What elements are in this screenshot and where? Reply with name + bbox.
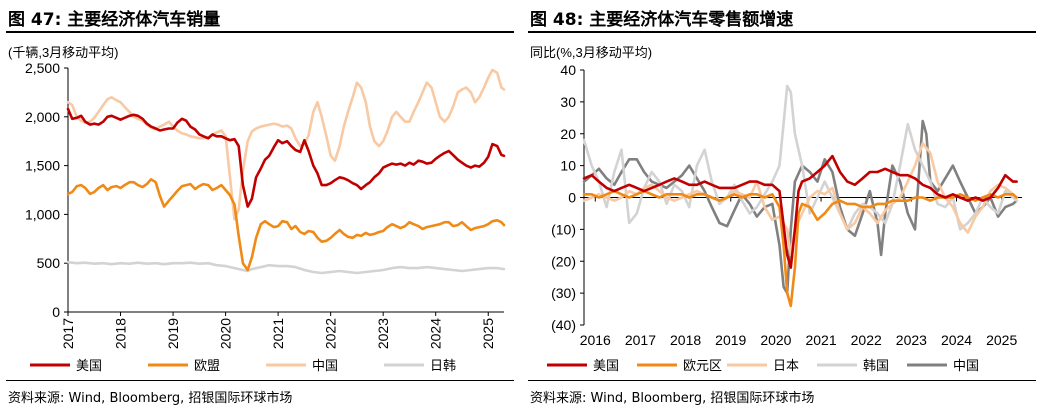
source-note: 资料来源: Wind, Bloomberg, 招银国际环球市场: [530, 391, 815, 406]
legend-label: 日本: [773, 358, 799, 373]
legend-label: 中国: [312, 358, 338, 373]
y-tick-label: 0: [52, 304, 60, 320]
y-tick-label: (30): [551, 285, 576, 301]
series-line-日韩: [66, 260, 506, 275]
x-tick-label: 2022: [851, 332, 882, 348]
car-retail-growth-chart: 同比(%,3月移动平均) (40) (30) (20) (10) 0 10 20 30 40 201…: [530, 45, 1022, 373]
x-tick-label: 2021: [270, 318, 286, 349]
x-tick-label: 2019: [165, 318, 181, 349]
x-tick-label: 2018: [113, 318, 129, 349]
y-tick-label: 2,500: [25, 60, 60, 76]
x-tick-label: 2023: [896, 332, 927, 348]
y-tick-label: 1,000: [25, 206, 60, 222]
x-tick-label: 2018: [670, 332, 701, 348]
x-tick-label: 2020: [760, 332, 791, 348]
bottom-rule: [528, 380, 1036, 381]
legend-label: 日韩: [430, 358, 456, 373]
y-tick-label: (10): [551, 221, 576, 237]
unit-label: 同比(%,3月移动平均): [530, 45, 652, 60]
x-tick-label: 2025: [480, 318, 496, 349]
x-tick-label: 2025: [986, 332, 1017, 348]
x-tick-label: 2017: [60, 318, 76, 349]
figure-title: 图 47: 主要经济体汽车销量: [8, 10, 221, 30]
unit-label: (千辆,3月移动平均): [8, 45, 119, 60]
legend-label: 韩国: [863, 358, 889, 373]
legend-label: 欧元区: [683, 358, 722, 373]
car-sales-chart: (千辆,3月移动平均) 0 500 1,000 1,500 2,000 2,500 2017 2…: [8, 45, 506, 373]
y-tick-label: 20: [560, 126, 576, 142]
y-tick-label: (20): [551, 253, 576, 269]
bottom-rule: [6, 380, 514, 381]
x-tick-label: 2016: [580, 332, 611, 348]
title-rule: [6, 31, 514, 33]
y-tick-label: 2,000: [25, 109, 60, 125]
series-line-韩国: [582, 84, 1018, 231]
legend-label: 美国: [76, 358, 102, 373]
x-tick-label: 2021: [805, 332, 836, 348]
legend-label: 美国: [593, 358, 619, 373]
y-tick-label: (40): [551, 317, 576, 333]
y-tick-label: 1,500: [25, 158, 60, 174]
x-tick-label: 2024: [941, 332, 972, 348]
y-tick-label: 30: [560, 94, 576, 110]
x-tick-label: 2019: [715, 332, 746, 348]
x-tick-label: 2020: [218, 318, 234, 349]
y-tick-label: 10: [560, 158, 576, 174]
title-rule: [528, 31, 1036, 33]
x-tick-label: 2024: [428, 318, 444, 349]
chart-panel-left: 图 47: 主要经济体汽车销量 (千辆,3月移动平均) 0 500 1,000 1,50…: [6, 10, 514, 406]
x-tick-label: 2017: [625, 332, 656, 348]
y-tick-label: 40: [560, 62, 576, 78]
legend-label: 欧盟: [194, 358, 220, 373]
source-note: 资料来源: Wind, Bloomberg, 招银国际环球市场: [8, 391, 293, 406]
series-line-美国: [66, 107, 506, 208]
y-tick-label: 0: [568, 190, 576, 206]
legend-label: 中国: [953, 358, 979, 373]
x-tick-label: 2023: [375, 318, 391, 349]
series-line-欧盟: [66, 178, 506, 272]
figure-title: 图 48: 主要经济体汽车零售额增速: [530, 10, 794, 30]
series-line-中国: [66, 68, 506, 221]
chart-panel-right: 图 48: 主要经济体汽车零售额增速 同比(%,3月移动平均) (40) (30) (…: [522, 0, 1044, 413]
series-line-美国: [582, 154, 1018, 269]
x-tick-label: 2022: [323, 318, 339, 349]
y-tick-label: 500: [37, 255, 61, 271]
series-line-欧元区: [582, 189, 1018, 308]
